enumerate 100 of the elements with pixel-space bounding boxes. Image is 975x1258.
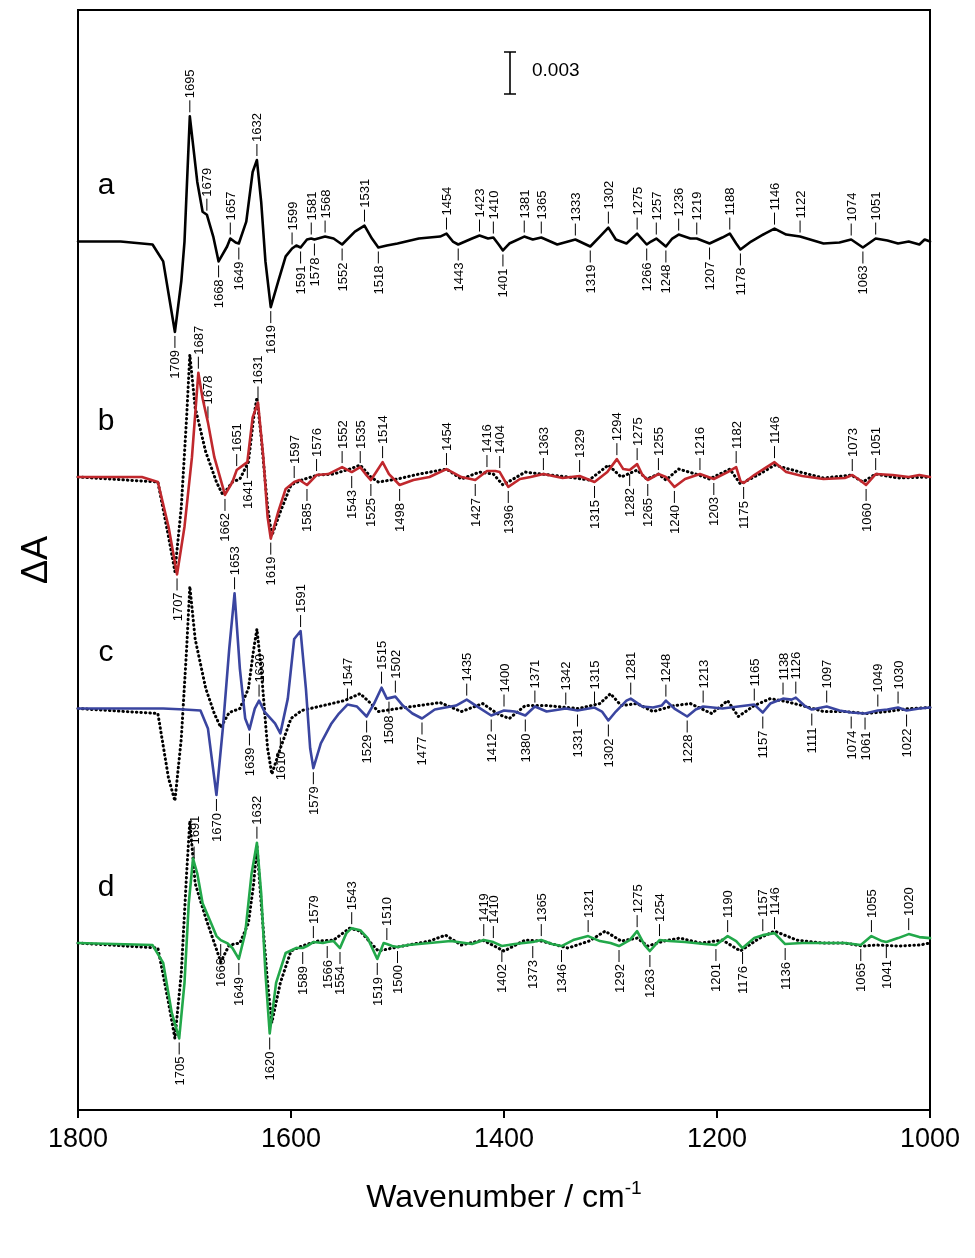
annotation: 1662 — [217, 512, 233, 542]
annotation: 1073 — [844, 428, 860, 458]
annotation: 1591 — [293, 584, 309, 614]
annotation: 1631 — [250, 355, 266, 385]
annotation: 1515 — [374, 640, 390, 670]
annotation: 1263 — [642, 969, 658, 998]
annotation: 1342 — [558, 661, 574, 691]
annotation: 1508 — [381, 715, 397, 745]
annotation: 1126 — [788, 651, 804, 680]
annotation: 1597 — [286, 435, 302, 464]
annotation: 1190 — [720, 890, 736, 919]
annotation: 1641 — [239, 480, 255, 510]
annotation: 1514 — [375, 415, 391, 445]
annotation: 1254 — [651, 893, 667, 923]
annotation: 1639 — [241, 747, 257, 777]
annotation: 1266 — [639, 262, 655, 292]
annotation: 1255 — [650, 427, 666, 457]
annotation: 1020 — [901, 887, 917, 917]
annotation: 1051 — [868, 427, 884, 457]
annotation: 1396 — [500, 504, 516, 534]
annotation: 1401 — [495, 268, 511, 298]
annotation: 1651 — [229, 423, 245, 453]
annotation: 1146 — [767, 182, 783, 211]
annotation: 1302 — [600, 180, 616, 210]
annotation: 1240 — [666, 504, 682, 534]
annotation: 1176 — [735, 966, 751, 994]
annotation: 1022 — [899, 728, 915, 758]
annotation: 1619 — [263, 556, 279, 586]
annotation: 1518 — [370, 265, 386, 295]
annotation: 1423 — [472, 188, 488, 218]
annotation: 1657 — [222, 191, 238, 221]
annotation: 1454 — [438, 186, 454, 216]
annotation: 1568 — [317, 189, 333, 219]
annotation: 1074 — [843, 730, 859, 760]
annotation: 1065 — [853, 963, 869, 992]
annotation: 1554 — [332, 966, 348, 995]
annotation: 1668 — [211, 279, 227, 309]
annotation: 1111 — [804, 727, 820, 754]
annotation: 1228 — [679, 734, 695, 764]
annotation: 1443 — [450, 262, 466, 292]
annotation: 1543 — [344, 881, 360, 911]
annotation: 1201 — [708, 963, 724, 992]
annotation: 1207 — [702, 261, 718, 291]
annotation: 1329 — [572, 429, 588, 459]
annotation: 1248 — [658, 653, 674, 683]
annotation: 1695 — [182, 69, 198, 99]
annotation: 1519 — [369, 976, 385, 1006]
annotation: 1500 — [390, 965, 405, 994]
x-tick-label: 1600 — [260, 1122, 322, 1153]
annotation: 1591 — [293, 265, 309, 295]
annotation: 1365 — [533, 893, 549, 923]
annotation: 1203 — [706, 497, 722, 526]
annotation: 1502 — [387, 649, 403, 679]
annotation: 1097 — [819, 659, 835, 689]
annotation: 1178 — [732, 267, 748, 296]
annotation: 1219 — [689, 191, 705, 221]
annotation: 1529 — [359, 734, 375, 764]
annotation: 1380 — [517, 733, 533, 763]
annotation: 1632 — [249, 113, 265, 143]
annotation: 1381 — [516, 189, 532, 219]
annotation: 1236 — [671, 187, 687, 217]
annotation: 1275 — [629, 186, 645, 216]
x-tick-label: 1800 — [47, 1122, 109, 1153]
annotation: 1063 — [855, 265, 871, 295]
annotation: 1257 — [648, 191, 664, 221]
annotation: 1292 — [611, 964, 627, 993]
series-label: c — [98, 634, 114, 668]
annotation: 1074 — [843, 192, 859, 222]
annotation: 1410 — [485, 190, 501, 220]
annotation: 1157 — [755, 730, 771, 759]
annotation: 1649 — [231, 261, 247, 291]
annotation: 1365 — [533, 190, 549, 220]
annotation: 1281 — [623, 651, 639, 681]
x-tick-label: 1200 — [686, 1122, 748, 1153]
annotation: 1030 — [890, 660, 906, 690]
annotation: 1402 — [494, 964, 510, 993]
annotation: 1346 — [554, 964, 570, 993]
annotation: 1670 — [208, 813, 224, 842]
annotation: 1687 — [190, 325, 206, 355]
annotation: 1041 — [878, 960, 894, 989]
annotation: 1510 — [379, 897, 395, 927]
annotation: 1477 — [414, 736, 430, 766]
series-label: d — [97, 868, 115, 902]
annotation: 1363 — [535, 427, 551, 457]
annotation: 1531 — [356, 178, 372, 208]
annotation: 1619 — [263, 325, 279, 355]
annotation: 1275 — [629, 417, 645, 447]
annotation: 1060 — [858, 502, 874, 532]
annotation: 1061 — [857, 731, 873, 761]
annotation: 1315 — [587, 660, 603, 690]
annotation: 1302 — [600, 738, 616, 768]
annotation: 1373 — [525, 960, 541, 989]
annotation: 1454 — [438, 422, 454, 452]
annotation: 1632 — [249, 795, 265, 825]
annotation: 1610 — [272, 751, 288, 781]
annotation: 1275 — [629, 884, 645, 914]
annotation: 1055 — [863, 889, 879, 919]
series-label: a — [97, 167, 115, 201]
annotation: 1666 — [213, 958, 229, 987]
annotation: 1146 — [767, 416, 783, 445]
